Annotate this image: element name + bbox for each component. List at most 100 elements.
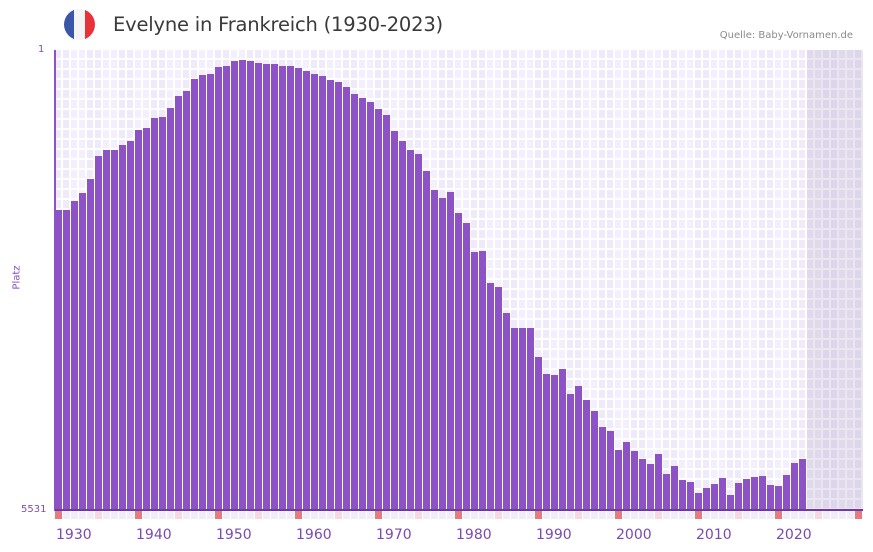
bar-1983[interactable] (479, 251, 486, 510)
bar-1939[interactable] (127, 140, 134, 510)
bar-1942[interactable] (151, 117, 158, 510)
bar-2011[interactable] (703, 488, 710, 510)
bar-1987[interactable] (511, 328, 518, 510)
bar-2001[interactable] (623, 442, 630, 510)
bar-1940[interactable] (135, 129, 142, 510)
bar-1981[interactable] (463, 223, 470, 510)
bar-1992[interactable] (551, 375, 558, 510)
bar-2013[interactable] (719, 478, 726, 510)
bar-2009[interactable] (687, 482, 694, 510)
bar-2020[interactable] (775, 486, 782, 510)
bar-2012[interactable] (711, 484, 718, 510)
year-marker-strip (55, 511, 863, 519)
bar-1970[interactable] (375, 108, 382, 510)
bar-1952[interactable] (231, 60, 238, 510)
bar-1964[interactable] (327, 79, 334, 510)
bar-2014[interactable] (727, 495, 734, 510)
bar-1960[interactable] (295, 67, 302, 510)
bar-1933[interactable] (79, 193, 86, 510)
bar-1946[interactable] (183, 90, 190, 510)
bar-1930[interactable] (55, 210, 62, 510)
bar-1945[interactable] (175, 95, 182, 510)
bar-2005[interactable] (655, 454, 662, 510)
bar-1962[interactable] (311, 73, 318, 510)
bar-1951[interactable] (223, 65, 230, 510)
bar-1965[interactable] (335, 81, 342, 510)
bar-1968[interactable] (359, 97, 366, 510)
bar-1949[interactable] (207, 73, 214, 510)
bar-1990[interactable] (535, 357, 542, 510)
bar-2003[interactable] (639, 459, 646, 510)
bar-1977[interactable] (431, 189, 438, 510)
bar-1953[interactable] (239, 59, 246, 510)
bar-1959[interactable] (287, 65, 294, 510)
bar-1994[interactable] (567, 394, 574, 510)
bar-1967[interactable] (351, 93, 358, 510)
bar-2021[interactable] (783, 475, 790, 510)
bar-1932[interactable] (71, 201, 78, 510)
year-marker (815, 511, 822, 519)
bar-2018[interactable] (759, 476, 766, 510)
bar-1971[interactable] (383, 114, 390, 510)
bar-2019[interactable] (767, 485, 774, 510)
bar-2023[interactable] (799, 459, 806, 510)
bar-1985[interactable] (495, 287, 502, 510)
bar-2017[interactable] (751, 477, 758, 510)
bar-1947[interactable] (191, 78, 198, 510)
bar-2006[interactable] (663, 474, 670, 510)
year-marker (151, 511, 158, 519)
bar-1938[interactable] (119, 144, 126, 510)
bar-1972[interactable] (391, 130, 398, 510)
bar-1999[interactable] (607, 431, 614, 510)
year-marker (127, 511, 134, 519)
bar-1956[interactable] (263, 63, 270, 510)
bar-1978[interactable] (439, 198, 446, 510)
bar-1936[interactable] (103, 150, 110, 510)
bar-1934[interactable] (87, 178, 94, 510)
bar-1986[interactable] (503, 313, 510, 510)
bar-1993[interactable] (559, 369, 566, 510)
bar-1935[interactable] (95, 156, 102, 510)
bar-2022[interactable] (791, 463, 798, 510)
bar-1973[interactable] (399, 140, 406, 510)
bar-1944[interactable] (167, 107, 174, 510)
bar-1943[interactable] (159, 116, 166, 510)
bar-1989[interactable] (527, 328, 534, 510)
bar-1976[interactable] (423, 170, 430, 510)
bar-1982[interactable] (471, 252, 478, 510)
bar-1955[interactable] (255, 62, 262, 510)
bar-2010[interactable] (695, 493, 702, 510)
bar-2000[interactable] (615, 450, 622, 510)
bar-2008[interactable] (679, 480, 686, 510)
bar-1961[interactable] (303, 70, 310, 510)
bar-1996[interactable] (583, 400, 590, 510)
bar-1950[interactable] (215, 66, 222, 510)
bar-1958[interactable] (279, 65, 286, 510)
bar-1998[interactable] (599, 427, 606, 510)
bar-1963[interactable] (319, 75, 326, 510)
bar-1997[interactable] (591, 411, 598, 510)
bar-2016[interactable] (743, 479, 750, 510)
bar-2002[interactable] (631, 451, 638, 510)
year-marker (767, 511, 774, 519)
year-marker (727, 511, 734, 519)
bar-1937[interactable] (111, 150, 118, 510)
bar-1975[interactable] (415, 153, 422, 510)
bar-2004[interactable] (647, 464, 654, 510)
bar-1957[interactable] (271, 63, 278, 510)
bar-1966[interactable] (343, 86, 350, 510)
bar-1941[interactable] (143, 127, 150, 510)
bar-1954[interactable] (247, 60, 254, 510)
bar-1974[interactable] (407, 149, 414, 510)
bar-1969[interactable] (367, 101, 374, 510)
bar-1995[interactable] (575, 386, 582, 510)
bar-1948[interactable] (199, 74, 206, 510)
bar-2015[interactable] (735, 483, 742, 510)
bar-1931[interactable] (63, 210, 70, 510)
bar-1979[interactable] (447, 192, 454, 510)
bar-1984[interactable] (487, 283, 494, 510)
bar-2007[interactable] (671, 466, 678, 510)
bar-1988[interactable] (519, 328, 526, 510)
bar-1991[interactable] (543, 374, 550, 510)
bar-1980[interactable] (455, 213, 462, 510)
